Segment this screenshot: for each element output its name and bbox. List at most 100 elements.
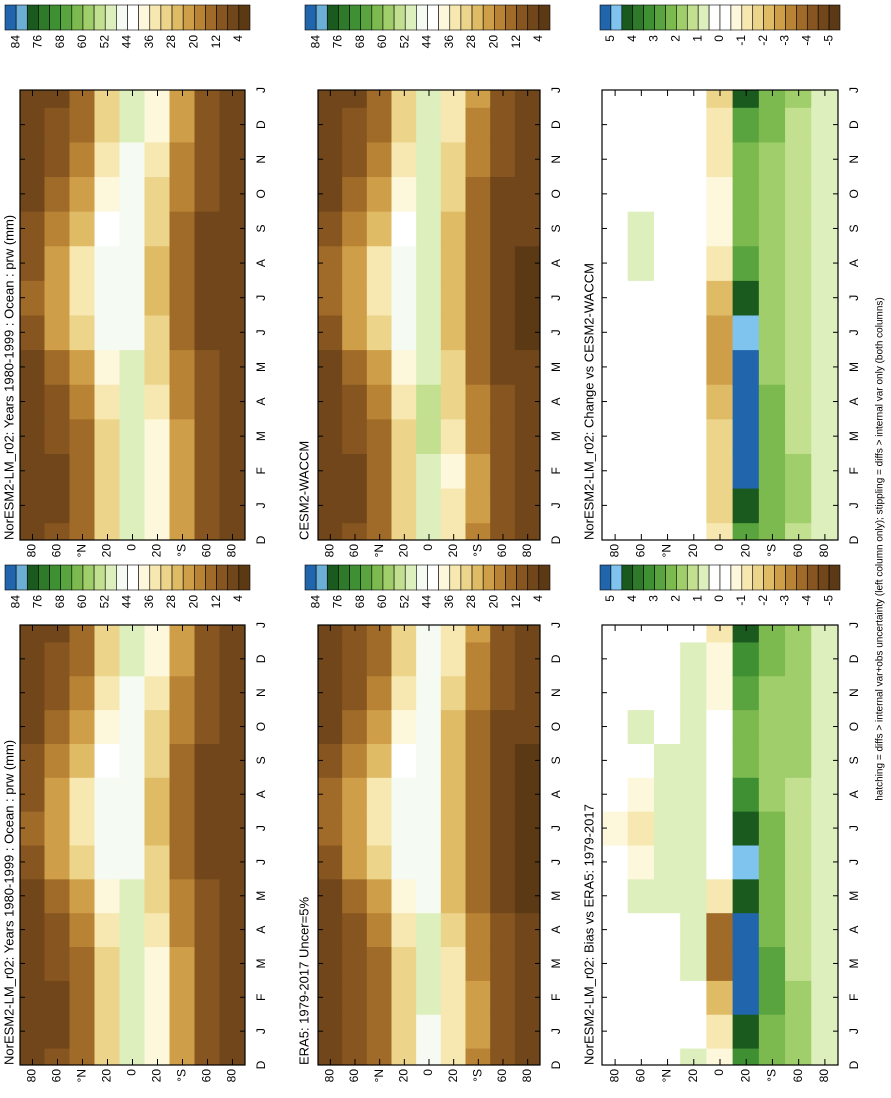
field-cell: [318, 946, 344, 981]
field-cell: [514, 418, 540, 454]
field-cell: [169, 418, 196, 454]
field-cell: [732, 979, 760, 1015]
y-tick-label: 80: [607, 1069, 621, 1083]
field-cell: [219, 776, 245, 812]
colorbar-label: -1: [734, 595, 748, 606]
field-cell: [602, 383, 629, 420]
field-cell: [706, 625, 734, 643]
colorbar-box: [171, 564, 184, 591]
colorbar-label: 2: [669, 35, 683, 42]
field-cell: [119, 349, 146, 385]
colorbar-box: [796, 564, 808, 591]
field-cell: [785, 176, 813, 212]
field-cell: [194, 641, 221, 677]
field-cell: [653, 878, 682, 914]
field-cell: [602, 487, 629, 524]
field-cell: [514, 742, 540, 778]
field-cell: [627, 383, 655, 420]
field-cell: [514, 810, 540, 846]
field-cell: [785, 742, 813, 778]
field-cell: [94, 418, 121, 454]
field-cell: [785, 641, 813, 677]
field-cell: [653, 210, 682, 247]
x-tick-label: J: [254, 1028, 268, 1034]
colorbar-label: 5: [603, 595, 617, 602]
field-cell: [680, 314, 708, 351]
field-cell: [44, 210, 71, 247]
field-cell: [706, 314, 734, 351]
field-cell: [514, 709, 540, 744]
field-cell: [342, 383, 368, 420]
field: [602, 625, 838, 1065]
field-cell: [318, 625, 344, 643]
field-cell: [811, 675, 838, 711]
field-cell: [69, 709, 96, 744]
field-cell: [653, 418, 682, 454]
field-cell: [706, 106, 734, 143]
x-tick-label: F: [847, 467, 861, 474]
colorbar-box: [104, 4, 117, 31]
colorbar-box: [752, 564, 764, 591]
field-cell: [69, 383, 96, 420]
field-cell: [219, 314, 245, 351]
field-cell: [20, 383, 46, 420]
field-cell: [627, 641, 655, 677]
field-cell: [366, 776, 393, 812]
field-cell: [219, 675, 245, 711]
field-cell: [20, 349, 46, 385]
field-cell: [342, 810, 368, 846]
field-cell: [144, 878, 171, 914]
x-tick-label: J: [549, 295, 563, 301]
field-cell: [732, 314, 760, 351]
y-tick-label: 0: [125, 1069, 139, 1076]
field-cell: [20, 810, 46, 846]
colorbar-box: [643, 4, 655, 31]
field-cell: [194, 810, 221, 846]
colorbar-label: 2: [669, 595, 683, 602]
field-cell: [602, 452, 629, 489]
y-tick-label: °N: [75, 544, 89, 557]
field-cell: [680, 90, 708, 108]
field-cell: [490, 383, 516, 420]
colorbar-box: [828, 564, 841, 591]
y-tick-label: °S: [175, 544, 189, 557]
field-cell: [44, 418, 71, 454]
field-cell: [706, 709, 734, 744]
field-cell: [169, 979, 196, 1015]
field-cell: [785, 418, 813, 454]
field-cell: [416, 1047, 442, 1065]
field-cell: [194, 418, 221, 454]
field-cell: [44, 844, 71, 880]
field-cell: [20, 878, 46, 914]
field-cell: [342, 210, 368, 247]
field-cell: [391, 106, 418, 143]
field-cell: [366, 946, 393, 981]
colorbar-label: 4: [625, 595, 639, 602]
field-cell: [811, 625, 838, 643]
field-cell: [602, 141, 629, 178]
field-cell: [416, 675, 442, 711]
field-cell: [811, 946, 838, 981]
field-cell: [119, 452, 146, 489]
field-cell: [706, 1047, 734, 1065]
field-cell: [785, 878, 813, 914]
field-cell: [758, 418, 787, 454]
colorbar-label: 4: [231, 35, 245, 42]
field-cell: [490, 709, 516, 744]
field-cell: [490, 776, 516, 812]
field-cell: [416, 90, 442, 108]
field-cell: [94, 176, 121, 212]
field-cell: [706, 349, 734, 385]
field-cell: [627, 878, 655, 914]
field-cell: [219, 878, 245, 914]
field-cell: [169, 176, 196, 212]
field-cell: [391, 176, 418, 212]
field-cell: [119, 810, 146, 846]
field-cell: [440, 878, 467, 914]
field-cell: [440, 625, 467, 643]
field-cell: [758, 844, 787, 880]
y-tick-label: 20: [100, 1069, 114, 1083]
colorbar-label: -4: [799, 35, 813, 46]
x-tick-label: J: [847, 502, 861, 508]
field-cell: [653, 106, 682, 143]
